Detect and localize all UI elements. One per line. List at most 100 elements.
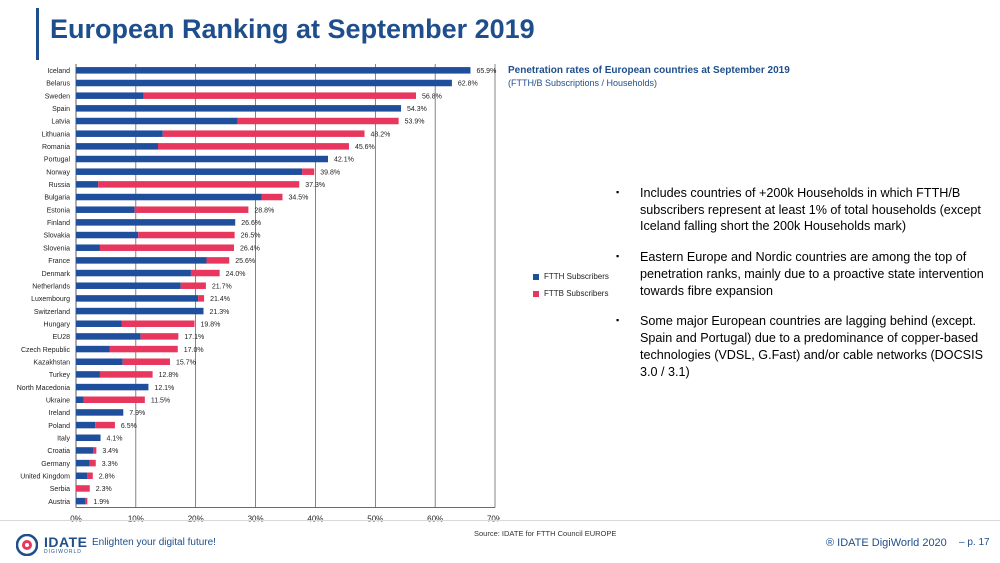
category-label: Denmark bbox=[42, 271, 71, 278]
bullet-marker: ▪ bbox=[616, 315, 620, 326]
bar-fttb bbox=[99, 371, 153, 378]
category-label: Estonia bbox=[47, 207, 70, 214]
data-label: 2.8% bbox=[99, 473, 115, 480]
bullet-item: ▪ Eastern Europe and Nordic countries ar… bbox=[616, 249, 988, 299]
bullet-text: Eastern Europe and Nordic countries are … bbox=[640, 250, 984, 298]
bar-fttb bbox=[99, 244, 235, 251]
x-tick-label: 70% bbox=[487, 514, 500, 523]
page-number: – p. 17 bbox=[959, 537, 990, 548]
legend-label-fttb: FTTB Subscribers bbox=[544, 289, 609, 298]
x-tick-label: 50% bbox=[367, 514, 383, 523]
bar-fttb bbox=[190, 269, 220, 277]
bar-fttb bbox=[143, 92, 416, 99]
legend-item-ftth: FTTH Subscribers bbox=[533, 272, 609, 281]
bar-ftth bbox=[76, 181, 99, 188]
bar-fttb bbox=[84, 497, 88, 505]
data-label: 48.2% bbox=[371, 131, 391, 138]
bar-fttb bbox=[122, 358, 170, 365]
bar-ftth bbox=[76, 269, 191, 277]
bar-fttb bbox=[158, 143, 349, 150]
bar-ftth bbox=[76, 320, 122, 327]
bar-ftth bbox=[76, 130, 163, 137]
bar-fttb bbox=[76, 485, 90, 492]
x-tick-label: 20% bbox=[188, 514, 204, 523]
bar-ftth bbox=[76, 371, 100, 378]
category-label: Italy bbox=[57, 435, 70, 442]
bar-ftth bbox=[76, 307, 204, 315]
category-label: Slovenia bbox=[43, 245, 70, 252]
category-label: Ukraine bbox=[46, 397, 70, 404]
bar-fttb bbox=[87, 472, 93, 480]
bar-fttb bbox=[83, 396, 145, 404]
data-label: 45.6% bbox=[355, 144, 375, 151]
bar-fttb bbox=[162, 130, 365, 137]
x-tick-label: 30% bbox=[248, 514, 264, 523]
bar-ftth bbox=[76, 155, 328, 163]
logo-brand: IDATE bbox=[44, 534, 88, 550]
category-label: Hungary bbox=[44, 321, 71, 328]
bar-ftth bbox=[76, 244, 100, 251]
bar-fttb bbox=[140, 333, 179, 340]
category-label: Belarus bbox=[46, 81, 70, 88]
data-label: 56.8% bbox=[422, 93, 442, 100]
bar-ftth bbox=[76, 396, 84, 404]
data-label: 3.3% bbox=[102, 461, 118, 468]
category-label: Austria bbox=[48, 499, 70, 506]
chart-source: Source: IDATE for FTTH Council EUROPE bbox=[474, 529, 617, 538]
bar-ftth bbox=[76, 434, 101, 442]
title-accent-bar bbox=[36, 8, 39, 60]
data-label: 65.9% bbox=[476, 68, 496, 75]
data-label: 26.4% bbox=[240, 245, 260, 252]
data-label: 12.1% bbox=[154, 385, 174, 392]
category-label: France bbox=[48, 258, 70, 265]
data-label: 11.5% bbox=[151, 397, 170, 404]
bar-ftth bbox=[76, 383, 149, 391]
data-label: 42.1% bbox=[334, 157, 354, 164]
bar-ftth bbox=[76, 67, 471, 74]
bar-ftth bbox=[76, 333, 141, 340]
bar-fttb bbox=[237, 117, 399, 125]
bar-fttb bbox=[93, 447, 97, 454]
data-label: 39.8% bbox=[320, 169, 340, 176]
category-label: Ireland bbox=[49, 410, 71, 417]
category-label: Lithuania bbox=[42, 131, 71, 138]
bar-ftth bbox=[76, 79, 452, 87]
page-title: European Ranking at September 2019 bbox=[50, 14, 535, 44]
data-label: 21.7% bbox=[212, 283, 232, 290]
x-tick-label: 0% bbox=[70, 514, 82, 523]
bullet-item: ▪ Some major European countries are lagg… bbox=[616, 313, 988, 380]
data-label: 19.8% bbox=[201, 321, 221, 328]
data-label: 3.4% bbox=[102, 448, 118, 455]
bar-ftth bbox=[76, 257, 207, 264]
bar-fttb bbox=[302, 168, 315, 175]
category-label: Norway bbox=[46, 169, 70, 176]
category-label: EU28 bbox=[52, 334, 70, 341]
data-label: 26.5% bbox=[241, 233, 261, 240]
category-label: Russia bbox=[49, 182, 71, 189]
category-label: Slovakia bbox=[44, 233, 71, 240]
bar-ftth bbox=[76, 295, 199, 302]
data-label: 6.5% bbox=[121, 423, 137, 430]
data-label: 53.9% bbox=[405, 119, 425, 126]
bar-ftth bbox=[76, 193, 262, 201]
bar-fttb bbox=[98, 181, 300, 188]
x-tick-label: 10% bbox=[128, 514, 144, 523]
x-tick-label: 60% bbox=[427, 514, 443, 523]
category-label: Netherlands bbox=[32, 283, 70, 290]
data-label: 62.8% bbox=[458, 81, 478, 88]
bullet-marker: ▪ bbox=[616, 187, 620, 197]
data-label: 34.5% bbox=[289, 195, 309, 202]
bar-ftth bbox=[76, 421, 96, 429]
data-label: 24.0% bbox=[226, 271, 246, 278]
category-label: Poland bbox=[48, 423, 70, 430]
bullet-text: Some major European countries are laggin… bbox=[640, 314, 983, 379]
category-label: Sweden bbox=[45, 93, 70, 100]
bar-fttb bbox=[134, 206, 249, 213]
data-label: 12.8% bbox=[159, 372, 179, 379]
bullet-text: Includes countries of +200k Households i… bbox=[640, 186, 981, 234]
data-label: 21.3% bbox=[209, 309, 229, 316]
data-label: 25.6% bbox=[235, 258, 255, 265]
bar-fttb bbox=[138, 231, 235, 239]
bar-fttb bbox=[198, 295, 205, 302]
bar-ftth bbox=[76, 447, 94, 454]
